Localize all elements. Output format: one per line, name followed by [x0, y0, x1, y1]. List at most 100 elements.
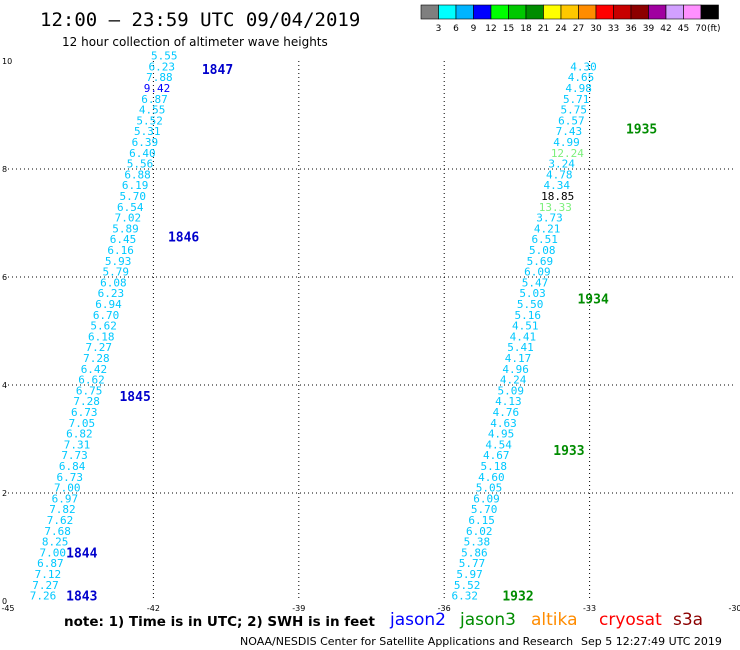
color-swatch	[420, 4, 439, 20]
wave-height-value: 6.75	[76, 384, 103, 397]
y-tick-label: 8	[2, 165, 7, 174]
wave-height-value: 7.82	[49, 503, 76, 516]
wave-height-value: 3.73	[536, 212, 563, 225]
y-tick-label: 2	[2, 489, 7, 498]
y-tick-label: 0	[2, 597, 7, 606]
wave-height-value: 5.75	[561, 104, 588, 117]
pass-labels: 1843 1844 1845 1846 1847 1932 1933 1934 1935	[66, 63, 657, 605]
wave-height-value: 5.52	[454, 579, 481, 592]
grid-lines	[8, 61, 735, 601]
wave-height-value: 4.99	[553, 136, 580, 149]
color-scale-label: 21	[538, 24, 549, 34]
wave-height-value: 6.18	[88, 330, 115, 343]
wave-height-value: 6.87	[141, 93, 168, 106]
wave-height-value: 4.30	[570, 60, 597, 73]
wave-height-value: 6.42	[81, 363, 108, 376]
wave-height-value: 6.97	[52, 492, 78, 505]
color-swatch	[508, 4, 527, 20]
wave-height-value: 7.02	[115, 212, 142, 225]
color-swatch	[525, 4, 544, 20]
y-tick-label: 4	[2, 381, 7, 390]
color-swatch	[648, 4, 667, 20]
x-tick-label: -39	[292, 604, 305, 613]
color-scale-label: 45	[678, 24, 689, 34]
wave-height-value: 4.13	[495, 395, 521, 408]
wave-height-value: 4.55	[139, 104, 166, 117]
color-swatch	[490, 4, 509, 20]
wave-height-value: 4.34	[544, 179, 571, 192]
chart-title: 12:00 – 23:59 UTC 09/04/2019	[40, 9, 360, 31]
x-tick-label: -36	[438, 604, 451, 613]
legend-altika: altika	[531, 610, 578, 630]
wave-height-value: 6.45	[110, 233, 137, 246]
pass-number: 1933	[553, 444, 584, 459]
wave-height-value: 4.63	[490, 417, 517, 430]
wave-height-points: 7.267.277.126.877.008.257.687.627.826.97…	[30, 50, 597, 603]
color-scale-label: 39	[643, 24, 655, 34]
wave-height-value: 5.69	[527, 255, 554, 268]
color-swatch	[665, 4, 684, 20]
pass-number: 1844	[66, 546, 97, 561]
wave-height-value: 4.76	[493, 406, 519, 419]
wave-height-value: 6.02	[466, 525, 493, 538]
wave-height-value: 7.12	[35, 568, 62, 581]
wave-height-value: 5.05	[476, 482, 503, 495]
wave-height-value: 6.57	[558, 114, 585, 127]
color-scale-label: 33	[608, 24, 619, 34]
wave-height-value: 6.62	[78, 374, 105, 387]
color-swatch	[438, 4, 457, 20]
wave-height-value: 6.40	[129, 147, 156, 160]
color-scale-label: 3	[436, 24, 442, 34]
wave-height-value: 18.85	[541, 190, 574, 203]
wave-height-value: 7.00	[54, 482, 81, 495]
wave-height-value: 7.88	[146, 71, 173, 84]
pass-number: 1935	[626, 123, 657, 138]
wave-height-value: 5.70	[471, 503, 498, 516]
pass-number: 1934	[577, 293, 608, 308]
wave-height-value: 5.71	[563, 93, 590, 106]
wave-height-value: 6.88	[124, 168, 151, 181]
wave-height-value: 12.24	[551, 147, 584, 160]
wave-height-value: 6.32	[451, 590, 478, 603]
wave-height-value: 4.24	[500, 374, 527, 387]
wave-height-value: 4.95	[488, 428, 515, 441]
wave-height-value: 7.68	[44, 525, 71, 538]
wave-height-value: 5.77	[459, 557, 486, 570]
wave-height-value: 6.94	[95, 298, 122, 311]
wave-height-value: 13.33	[539, 201, 572, 214]
x-tick-label: -42	[147, 604, 160, 613]
wave-height-value: 5.86	[461, 546, 488, 559]
axes: -45 -42 -39 -36 -33 -30 0 2 4 6 8 10	[1, 57, 740, 613]
wave-height-value: 6.15	[468, 514, 495, 527]
wave-height-value: 5.09	[498, 384, 524, 397]
wave-height-value: 6.70	[93, 309, 120, 322]
wave-height-value: 6.09	[473, 492, 500, 505]
footer-note: note: 1) Time is in UTC; 2) SWH is in fe…	[64, 614, 375, 630]
color-swatch	[613, 4, 632, 20]
wave-height-value: 5.16	[514, 309, 541, 322]
color-scale-label: 42	[660, 24, 671, 34]
wave-height-value: 4.78	[546, 168, 573, 181]
wave-height-value: 5.50	[517, 298, 544, 311]
wave-height-value: 6.19	[122, 179, 149, 192]
wave-height-value: 6.84	[59, 460, 86, 473]
wave-height-value: 5.08	[529, 244, 556, 257]
wave-height-value: 7.27	[32, 579, 59, 592]
wave-height-value: 7.73	[61, 449, 88, 462]
wave-height-value: 7.31	[64, 438, 90, 451]
wave-height-value: 5.97	[456, 568, 483, 581]
color-scale-unit: (ft)	[707, 24, 721, 34]
wave-height-value: 9.42	[144, 82, 171, 95]
wave-height-value: 6.82	[66, 428, 93, 441]
color-scale-label: 9	[471, 24, 477, 34]
wave-height-value: 8.25	[42, 536, 69, 549]
color-scale-label: 6	[453, 24, 459, 34]
wave-height-value: 6.23	[149, 60, 176, 73]
chart-subtitle: 12 hour collection of altimeter wave hei…	[62, 35, 328, 49]
color-scale-legend: 3 6 9 12 15 18 21 24 27 30 33 36 39 42 45 70 (ft)	[420, 4, 721, 34]
wave-height-value: 5.52	[136, 114, 163, 127]
pass-number: 1847	[202, 63, 233, 78]
color-swatch	[683, 4, 702, 20]
pass-number: 1843	[66, 590, 97, 605]
pass-number: 1846	[168, 231, 199, 246]
